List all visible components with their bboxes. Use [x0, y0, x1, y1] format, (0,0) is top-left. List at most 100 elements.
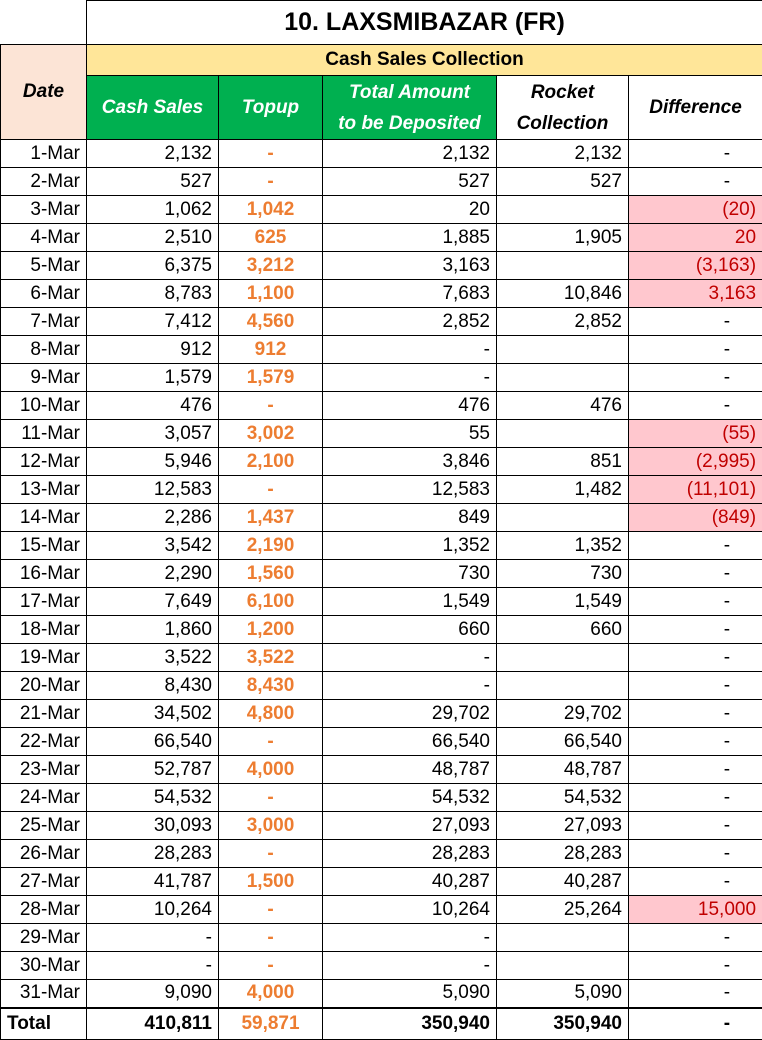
rocket-collection-cell: 40,287 — [497, 868, 629, 896]
date-cell: 28-Mar — [1, 896, 87, 924]
total-deposit-cell: 12,583 — [323, 476, 497, 504]
rocket-collection-cell: 27,093 — [497, 812, 629, 840]
cash-sales-cell: 52,787 — [87, 756, 219, 784]
cash-sales-cell: 527 — [87, 168, 219, 196]
cash-sales-cell: - — [87, 952, 219, 980]
total-deposit-cell: 40,287 — [323, 868, 497, 896]
cash-sales-cell: 12,583 — [87, 476, 219, 504]
topup-cell: - — [219, 140, 323, 168]
difference-cell: - — [629, 168, 762, 196]
difference-cell: - — [629, 924, 762, 952]
total-deposit-cell: 48,787 — [323, 756, 497, 784]
topup-cell: 1,200 — [219, 616, 323, 644]
date-cell: 10-Mar — [1, 392, 87, 420]
difference-cell: - — [629, 868, 762, 896]
cash-sales-cell: 3,522 — [87, 644, 219, 672]
total-deposit-cell: - — [323, 672, 497, 700]
topup-cell: 4,800 — [219, 700, 323, 728]
date-cell: 1-Mar — [1, 140, 87, 168]
rocket-collection-cell: 476 — [497, 392, 629, 420]
total-deposit-cell: 730 — [323, 560, 497, 588]
cash-sales-cell: 2,290 — [87, 560, 219, 588]
topup-cell: 4,000 — [219, 756, 323, 784]
column-header: Difference — [629, 76, 762, 140]
date-cell: Total — [1, 1008, 87, 1040]
difference-cell: - — [629, 140, 762, 168]
topup-cell: 4,560 — [219, 308, 323, 336]
date-cell: 25-Mar — [1, 812, 87, 840]
topup-cell: - — [219, 476, 323, 504]
rocket-collection-cell: 730 — [497, 560, 629, 588]
topup-cell: 3,522 — [219, 644, 323, 672]
group-header: Cash Sales Collection — [87, 45, 762, 76]
rocket-collection-cell — [497, 420, 629, 448]
cash-sales-cell: 2,286 — [87, 504, 219, 532]
total-deposit-cell: - — [323, 952, 497, 980]
cash-sales-cell: 41,787 — [87, 868, 219, 896]
topup-cell: 8,430 — [219, 672, 323, 700]
total-deposit-cell: 10,264 — [323, 896, 497, 924]
total-deposit-cell: 66,540 — [323, 728, 497, 756]
rocket-collection-cell: 660 — [497, 616, 629, 644]
date-cell: 17-Mar — [1, 588, 87, 616]
total-deposit-cell: 350,940 — [323, 1008, 497, 1040]
column-header: Cash Sales — [87, 76, 219, 140]
rocket-collection-cell: 1,352 — [497, 532, 629, 560]
difference-cell: - — [629, 336, 762, 364]
difference-cell: - — [629, 728, 762, 756]
rocket-collection-cell: 5,090 — [497, 980, 629, 1008]
topup-cell: 3,000 — [219, 812, 323, 840]
rocket-collection-cell — [497, 672, 629, 700]
date-cell: 22-Mar — [1, 728, 87, 756]
topup-cell: 3,002 — [219, 420, 323, 448]
difference-cell: - — [629, 784, 762, 812]
difference-cell: - — [629, 588, 762, 616]
rocket-collection-cell: 527 — [497, 168, 629, 196]
rocket-collection-cell: 54,532 — [497, 784, 629, 812]
cash-sales-cell: 1,062 — [87, 196, 219, 224]
rocket-collection-cell — [497, 336, 629, 364]
cash-sales-cell: 2,132 — [87, 140, 219, 168]
date-cell: 21-Mar — [1, 700, 87, 728]
date-cell: 12-Mar — [1, 448, 87, 476]
column-header: Rocket Collection — [497, 76, 629, 140]
difference-cell: 20 — [629, 224, 762, 252]
rocket-collection-cell — [497, 924, 629, 952]
cash-sales-cell: 5,946 — [87, 448, 219, 476]
difference-cell: - — [629, 700, 762, 728]
rocket-collection-cell: 29,702 — [497, 700, 629, 728]
total-deposit-cell: 1,549 — [323, 588, 497, 616]
cash-sales-cell: 410,811 — [87, 1008, 219, 1040]
rocket-collection-cell: 48,787 — [497, 756, 629, 784]
cash-sales-cell: 2,510 — [87, 224, 219, 252]
date-cell: 26-Mar — [1, 840, 87, 868]
total-deposit-cell: 660 — [323, 616, 497, 644]
cash-sales-cell: 6,375 — [87, 252, 219, 280]
date-cell: 11-Mar — [1, 420, 87, 448]
date-cell: 14-Mar — [1, 504, 87, 532]
date-cell: 13-Mar — [1, 476, 87, 504]
table-title: 10. LAXSMIBAZAR (FR) — [87, 1, 762, 45]
cash-sales-cell: 476 — [87, 392, 219, 420]
rocket-collection-cell — [497, 952, 629, 980]
date-cell: 15-Mar — [1, 532, 87, 560]
difference-cell: - — [629, 560, 762, 588]
difference-cell: (849) — [629, 504, 762, 532]
total-deposit-cell: - — [323, 364, 497, 392]
